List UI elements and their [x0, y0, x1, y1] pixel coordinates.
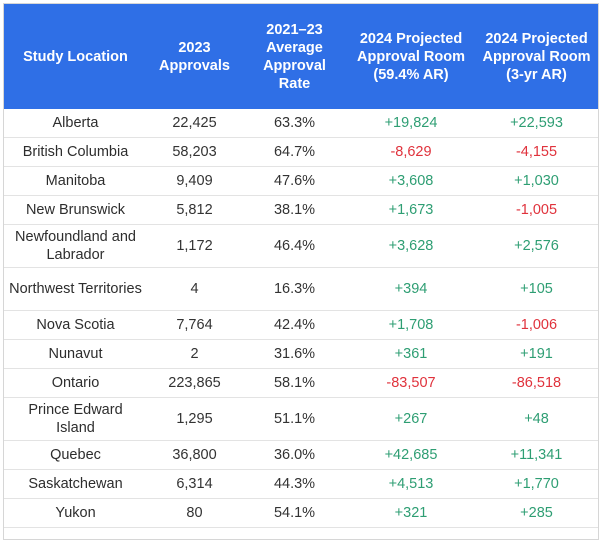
cell-average-approval-rate: 42.4%	[242, 310, 347, 340]
cell-projected-room-59: +3,628	[347, 224, 475, 268]
cell-2023-approvals: 58,203	[147, 137, 242, 167]
cell-average-approval-rate: 47.6%	[242, 166, 347, 196]
cell-projected-room-3yr: -1,005	[475, 195, 598, 225]
cell-2023-approvals: 1,172	[147, 224, 242, 268]
header-projected-room-3yr: 2024 Projected Approval Room (3-yr AR)	[475, 4, 598, 109]
cell-2023-approvals: 36,800	[147, 440, 242, 470]
cell-projected-room-59: +361	[347, 339, 475, 369]
cell-2023-approvals: 5,812	[147, 195, 242, 225]
header-2023-approvals: 2023 Approvals	[147, 4, 242, 109]
table-row: Nova Scotia 7,764 42.4% +1,708 -1,006	[4, 310, 598, 340]
cell-average-approval-rate: 38.1%	[242, 195, 347, 225]
table-row: Alberta 22,425 63.3% +19,824 +22,593	[4, 109, 598, 138]
cell-average-approval-rate: 36.0%	[242, 440, 347, 470]
table-row: Saskatchewan 6,314 44.3% +4,513 +1,770	[4, 469, 598, 499]
cell-study-location: Alberta	[4, 109, 147, 138]
cell-average-approval-rate: 31.6%	[242, 339, 347, 369]
cell-projected-room-3yr: +105	[475, 267, 598, 311]
header-projected-room-59: 2024 Projected Approval Room (59.4% AR)	[347, 4, 475, 109]
table-row: Prince Edward Island 1,295 51.1% +267 +48	[4, 397, 598, 441]
approval-table-container: Study Location 2023 Approvals 2021–23 Av…	[3, 3, 599, 540]
cell-projected-room-59: +19,824	[347, 109, 475, 138]
cell-average-approval-rate: 64.7%	[242, 137, 347, 167]
cell-projected-room-3yr: +1,030	[475, 166, 598, 196]
cell-average-approval-rate: 16.3%	[242, 267, 347, 311]
cell-projected-room-59: -8,629	[347, 137, 475, 167]
table-row: British Columbia 58,203 64.7% -8,629 -4,155	[4, 137, 598, 167]
cell-projected-room-59: +42,685	[347, 440, 475, 470]
cell-projected-room-3yr: +2,576	[475, 224, 598, 268]
cell-2023-approvals: 6,314	[147, 469, 242, 499]
table-header: Study Location 2023 Approvals 2021–23 Av…	[4, 4, 598, 109]
cell-study-location: Quebec	[4, 440, 147, 470]
cell-study-location: Ontario	[4, 368, 147, 398]
cell-average-approval-rate: 54.1%	[242, 498, 347, 528]
table-row: Northwest Territories 4 16.3% +394 +105	[4, 267, 598, 311]
cell-projected-room-3yr: +22,593	[475, 109, 598, 138]
table-row: Nunavut 2 31.6% +361 +191	[4, 339, 598, 369]
cell-projected-room-59: +321	[347, 498, 475, 528]
cell-2023-approvals: 80	[147, 498, 242, 528]
cell-projected-room-3yr: -4,155	[475, 137, 598, 167]
table-row: Quebec 36,800 36.0% +42,685 +11,341	[4, 440, 598, 470]
cell-projected-room-3yr: +11,341	[475, 440, 598, 470]
cell-projected-room-59: +3,608	[347, 166, 475, 196]
cell-study-location: Prince Edward Island	[4, 397, 147, 441]
cell-study-location: Newfoundland and Labrador	[4, 224, 147, 268]
cell-study-location: Saskatchewan	[4, 469, 147, 499]
cell-average-approval-rate: 58.1%	[242, 368, 347, 398]
cell-projected-room-3yr: -86,518	[475, 368, 598, 398]
cell-2023-approvals: 9,409	[147, 166, 242, 196]
cell-projected-room-3yr: +48	[475, 397, 598, 441]
table-row: Manitoba 9,409 47.6% +3,608 +1,030	[4, 166, 598, 196]
table-body: Alberta 22,425 63.3% +19,824 +22,593 British …	[4, 109, 598, 528]
table-row: Ontario 223,865 58.1% -83,507 -86,518	[4, 368, 598, 398]
cell-average-approval-rate: 63.3%	[242, 109, 347, 138]
cell-2023-approvals: 2	[147, 339, 242, 369]
approval-room-table: Study Location 2023 Approvals 2021–23 Av…	[4, 4, 598, 528]
cell-2023-approvals: 22,425	[147, 109, 242, 138]
table-row: New Brunswick 5,812 38.1% +1,673 -1,005	[4, 195, 598, 225]
cell-average-approval-rate: 46.4%	[242, 224, 347, 268]
cell-study-location: British Columbia	[4, 137, 147, 167]
header-average-approval-rate: 2021–23 Average Approval Rate	[242, 4, 347, 109]
cell-study-location: Nova Scotia	[4, 310, 147, 340]
cell-study-location: Manitoba	[4, 166, 147, 196]
cell-2023-approvals: 1,295	[147, 397, 242, 441]
cell-projected-room-59: +394	[347, 267, 475, 311]
cell-projected-room-59: +1,708	[347, 310, 475, 340]
cell-projected-room-3yr: +285	[475, 498, 598, 528]
cell-study-location: New Brunswick	[4, 195, 147, 225]
cell-projected-room-3yr: +1,770	[475, 469, 598, 499]
table-row: Yukon 80 54.1% +321 +285	[4, 498, 598, 528]
header-row: Study Location 2023 Approvals 2021–23 Av…	[4, 4, 598, 109]
cell-2023-approvals: 7,764	[147, 310, 242, 340]
cell-study-location: Yukon	[4, 498, 147, 528]
cell-projected-room-59: +267	[347, 397, 475, 441]
cell-average-approval-rate: 51.1%	[242, 397, 347, 441]
cell-projected-room-59: +4,513	[347, 469, 475, 499]
cell-projected-room-59: -83,507	[347, 368, 475, 398]
table-row: Newfoundland and Labrador 1,172 46.4% +3,62…	[4, 224, 598, 268]
header-study-location: Study Location	[4, 4, 147, 109]
cell-projected-room-3yr: +191	[475, 339, 598, 369]
cell-projected-room-3yr: -1,006	[475, 310, 598, 340]
cell-2023-approvals: 223,865	[147, 368, 242, 398]
cell-average-approval-rate: 44.3%	[242, 469, 347, 499]
cell-2023-approvals: 4	[147, 267, 242, 311]
cell-study-location: Northwest Territories	[4, 267, 147, 311]
cell-projected-room-59: +1,673	[347, 195, 475, 225]
cell-study-location: Nunavut	[4, 339, 147, 369]
